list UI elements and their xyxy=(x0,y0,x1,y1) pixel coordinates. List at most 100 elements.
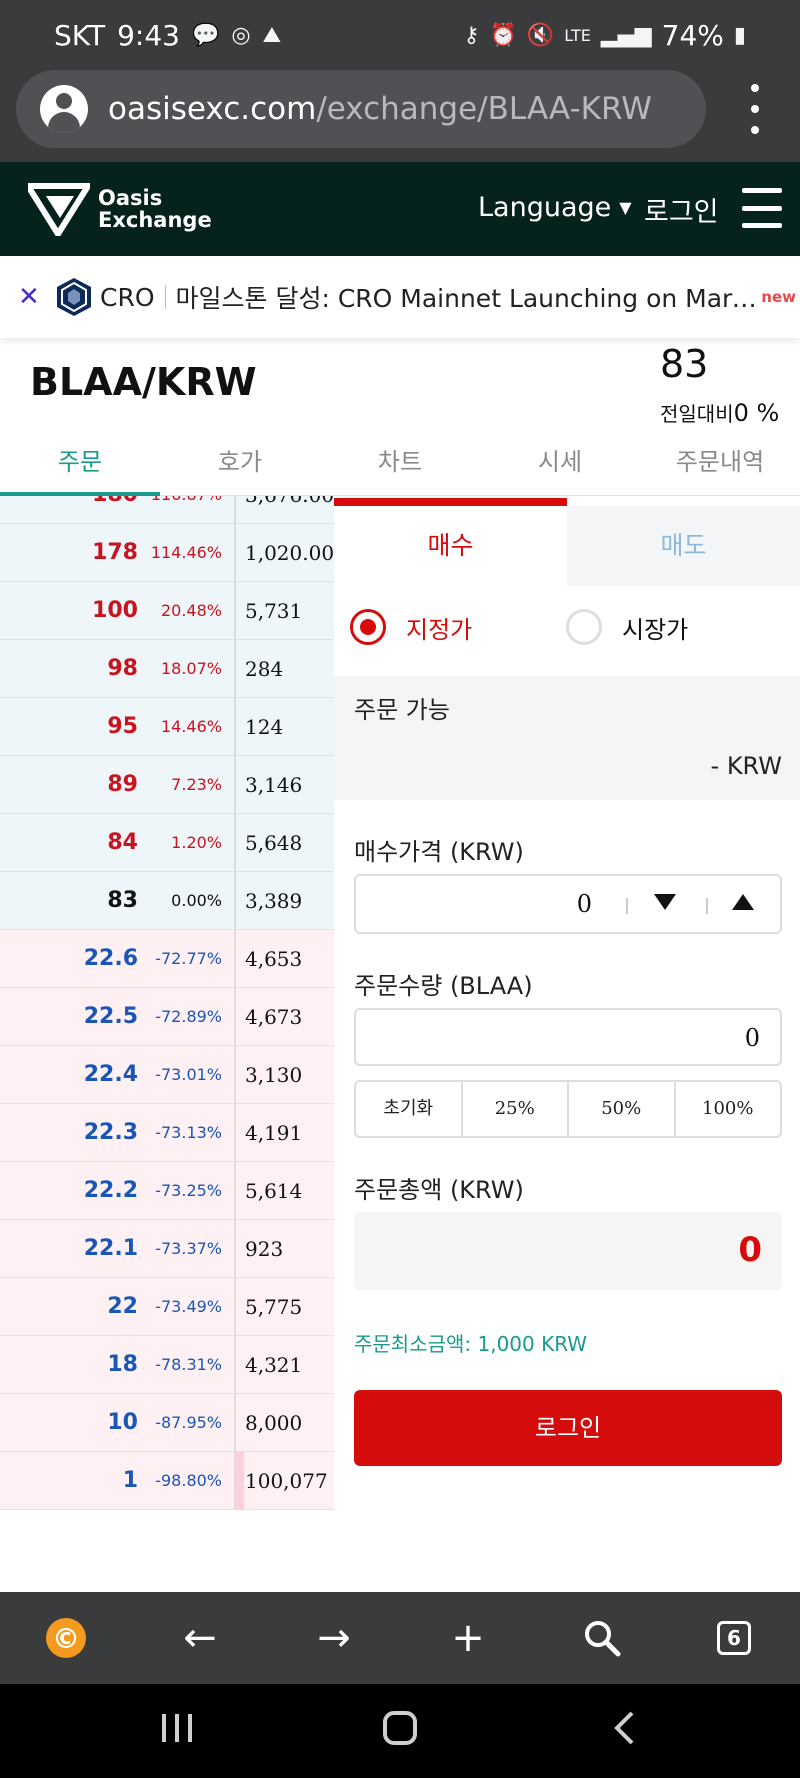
total-amount: 0 xyxy=(354,1212,782,1290)
header-login-link[interactable]: 로그인 xyxy=(644,197,719,228)
book-change: 18.07% xyxy=(160,659,222,678)
language-selector[interactable]: Language ▼ xyxy=(478,192,632,223)
market-label[interactable]: 시장가 xyxy=(622,615,689,644)
browser-toolbar: oasisexc.com/exchange/BLAA-KRW xyxy=(0,70,800,162)
search-icon[interactable] xyxy=(576,1612,628,1664)
tab-order[interactable]: 주문 xyxy=(0,440,160,496)
book-price: 10 xyxy=(107,1410,138,1435)
book-change: 1.20% xyxy=(171,833,222,852)
order-book-row[interactable]: 22.5 -72.89% 4,673 xyxy=(0,988,334,1046)
book-price: 22.3 xyxy=(83,1120,138,1145)
total-label: 주문총액 (KRW) xyxy=(354,1176,524,1204)
new-tab-icon[interactable]: + xyxy=(451,1615,485,1661)
carrier: SKT xyxy=(54,18,106,52)
tabs-button[interactable]: 6 xyxy=(708,1612,760,1664)
price-up-icon[interactable] xyxy=(732,894,754,910)
account-icon[interactable] xyxy=(40,85,88,133)
order-book-row[interactable]: 22.4 -73.01% 3,130 xyxy=(0,1046,334,1104)
ticker-coin: CRO xyxy=(100,282,155,312)
logo-line2: Exchange xyxy=(98,208,212,232)
system-navigation-bar xyxy=(0,1684,800,1778)
book-change: 114.46% xyxy=(150,543,222,562)
tab-market-price[interactable]: 시세 xyxy=(537,448,583,476)
order-book-row[interactable]: 180 116.87% 3,676.000 xyxy=(0,496,334,524)
available-value: - KRW xyxy=(710,752,782,780)
battery-percent: 74% xyxy=(661,18,724,52)
order-book-row[interactable]: 95 14.46% 124 xyxy=(0,698,334,756)
book-qty: 4,653 xyxy=(245,946,303,971)
pct-25-button[interactable]: 25% xyxy=(460,1080,569,1138)
price-input[interactable]: 0 xyxy=(354,874,782,934)
site-header: Oasis Exchange Language ▼ 로그인 xyxy=(0,162,800,256)
logo-line1: Oasis xyxy=(98,186,163,210)
order-book-row[interactable]: 89 7.23% 3,146 xyxy=(0,756,334,814)
book-change: -72.89% xyxy=(155,1007,222,1026)
buy-tab[interactable]: 매수 xyxy=(334,506,567,586)
order-book-row[interactable]: 84 1.20% 5,648 xyxy=(0,814,334,872)
available-label: 주문 가능 xyxy=(354,696,450,724)
url-text[interactable]: oasisexc.com/exchange/BLAA-KRW xyxy=(108,91,652,127)
min-order-note: 주문최소금액: 1,000 KRW xyxy=(354,1332,588,1356)
order-book-row[interactable]: 18 -78.31% 4,321 xyxy=(0,1336,334,1394)
talk-icon: 💬 xyxy=(191,22,220,48)
book-change: 0.00% xyxy=(171,891,222,910)
price-down-icon[interactable] xyxy=(654,894,676,910)
book-change: -73.01% xyxy=(155,1065,222,1084)
market-radio[interactable] xyxy=(566,609,602,645)
order-book-row[interactable]: 22 -73.49% 5,775 xyxy=(0,1278,334,1336)
recent-apps-icon[interactable] xyxy=(160,1710,194,1750)
order-book-row[interactable]: 100 20.48% 5,731 xyxy=(0,582,334,640)
order-book-row[interactable]: 10 -87.95% 8,000 xyxy=(0,1394,334,1452)
book-qty: 100,077 xyxy=(245,1468,328,1493)
forward-arrow-icon[interactable]: → xyxy=(317,1615,351,1661)
book-change: -73.13% xyxy=(155,1123,222,1142)
book-price: 1 xyxy=(122,1468,138,1493)
reset-button[interactable]: 초기화 xyxy=(354,1080,463,1138)
site-logo[interactable]: Oasis Exchange xyxy=(28,182,212,236)
book-change: -73.37% xyxy=(155,1239,222,1258)
more-options-icon[interactable] xyxy=(750,84,760,134)
book-qty: 8,000 xyxy=(245,1410,303,1435)
book-qty: 4,673 xyxy=(245,1004,303,1029)
tab-chart[interactable]: 차트 xyxy=(377,448,423,476)
order-book-row[interactable]: 178 114.46% 1,020.000 xyxy=(0,524,334,582)
order-book-row[interactable]: 22.6 -72.77% 4,653 xyxy=(0,930,334,988)
sell-tab[interactable]: 매도 xyxy=(567,506,800,586)
address-bar[interactable]: oasisexc.com/exchange/BLAA-KRW xyxy=(16,70,706,148)
new-badge: new xyxy=(761,288,796,306)
order-book-row[interactable]: 83 0.00% 3,389 xyxy=(0,872,334,930)
book-qty: 4,191 xyxy=(245,1120,303,1145)
book-qty: 3,146 xyxy=(245,772,303,797)
book-qty: 5,614 xyxy=(245,1178,303,1203)
brand-coin-icon: © xyxy=(46,1618,86,1658)
pct-100-button[interactable]: 100% xyxy=(673,1080,782,1138)
limit-radio[interactable] xyxy=(350,609,386,645)
home-icon[interactable] xyxy=(382,1710,418,1750)
quantity-input[interactable]: 0 xyxy=(354,1008,782,1066)
login-button[interactable]: 로그인 xyxy=(354,1390,782,1466)
alarm-icon: ⏰ xyxy=(489,22,517,48)
book-change: -73.25% xyxy=(155,1181,222,1200)
tab-order-history[interactable]: 주문내역 xyxy=(675,448,765,476)
caret-down-icon: ▼ xyxy=(619,198,632,217)
order-type-selector: 지정가 시장가 xyxy=(350,604,790,650)
back-arrow-icon[interactable]: ← xyxy=(183,1615,217,1661)
menu-icon[interactable] xyxy=(742,188,782,228)
tab-orderbook[interactable]: 호가 xyxy=(217,448,263,476)
tab-count: 6 xyxy=(717,1621,751,1655)
order-book-row[interactable]: 22.3 -73.13% 4,191 xyxy=(0,1104,334,1162)
book-price: 22.4 xyxy=(83,1062,138,1087)
announcement-ticker[interactable]: ✕ CRO 마일스톤 달성: CRO Mainnet Launching on … xyxy=(0,256,800,338)
back-icon[interactable] xyxy=(612,1710,636,1750)
order-book-row[interactable]: 98 18.07% 284 xyxy=(0,640,334,698)
order-book-row[interactable]: 22.2 -73.25% 5,614 xyxy=(0,1162,334,1220)
limit-label[interactable]: 지정가 xyxy=(406,615,473,644)
pct-50-button[interactable]: 50% xyxy=(567,1080,676,1138)
book-qty: 1,020.000 xyxy=(245,540,334,565)
order-book-row[interactable]: 1 -98.80% 100,077 xyxy=(0,1452,334,1510)
book-qty: 923 xyxy=(245,1236,284,1261)
ticker-message[interactable]: 마일스톤 달성: CRO Mainnet Launching on March … xyxy=(175,284,766,313)
order-book-row[interactable]: 22.1 -73.37% 923 xyxy=(0,1220,334,1278)
close-icon[interactable]: ✕ xyxy=(18,282,40,312)
browser-brand-button[interactable]: © xyxy=(40,1612,92,1664)
